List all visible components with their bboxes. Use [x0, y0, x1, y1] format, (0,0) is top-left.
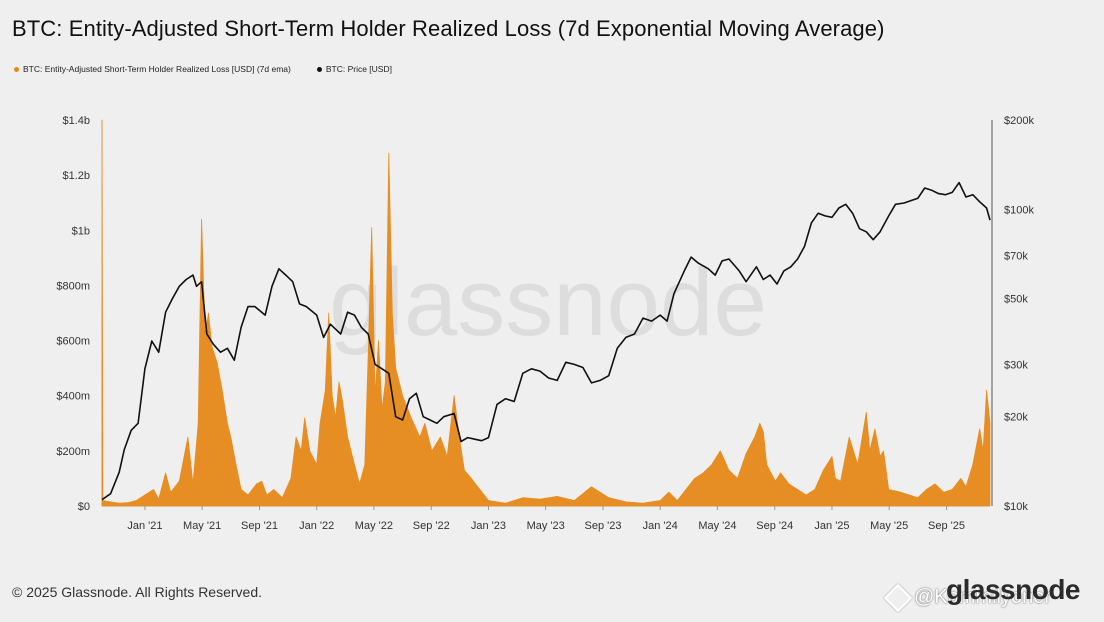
x-tick-label-12: Jan '25 — [814, 520, 849, 532]
y-right-tick-label-4: $70k — [1004, 250, 1028, 262]
legend-label-loss: BTC: Entity-Adjusted Short-Term Holder R… — [23, 64, 291, 74]
brand-logo: glassnode — [946, 574, 1080, 605]
x-tick-label-5: Sep '22 — [413, 520, 450, 532]
chart-title: BTC: Entity-Adjusted Short-Term Holder R… — [12, 16, 885, 41]
y-left-tick-label-5: $1b — [72, 225, 90, 237]
x-tick-label-6: Jan '23 — [471, 520, 506, 532]
y-left-tick-label-7: $1.4b — [62, 115, 90, 127]
y-left-tick-label-6: $1.2b — [62, 170, 90, 182]
legend-label-price: BTC: Price [USD] — [325, 64, 392, 74]
x-tick-label-7: May '23 — [527, 520, 565, 532]
y-left-tick-label-2: $400m — [56, 391, 90, 403]
legend-dot-price — [316, 66, 322, 72]
loss-area-path — [101, 119, 991, 507]
x-tick-label-9: Jan '24 — [643, 520, 678, 532]
legend-item-loss[interactable]: BTC: Entity-Adjusted Short-Term Holder R… — [14, 64, 291, 74]
y-right-tick-label-1: $20k — [1004, 412, 1028, 424]
x-tick-label-14: Sep '25 — [928, 520, 965, 532]
x-tick-label-4: May '22 — [355, 520, 393, 532]
y-left-tick-label-1: $200m — [56, 446, 90, 458]
x-tick-label-13: May '25 — [870, 520, 908, 532]
legend-dot-loss — [14, 66, 19, 72]
x-tick-label-11: Sep '24 — [756, 520, 793, 532]
legend-item-price[interactable]: BTC: Price [USD] — [316, 64, 392, 74]
watermark: glassnode — [329, 249, 767, 356]
series-price-line — [101, 181, 991, 501]
x-tick-label-2: Sep '21 — [241, 520, 278, 532]
x-tick-label-3: Jan '22 — [299, 520, 334, 532]
handle-text: @Kommilyoner — [914, 586, 1052, 608]
x-tick-label-1: May '21 — [183, 520, 221, 532]
y-left-tick-label-4: $800m — [56, 280, 90, 292]
y-right-tick-label-3: $50k — [1004, 294, 1028, 306]
y-right-tick-label-6: $200k — [1004, 115, 1034, 127]
y-right-tick-label-0: $10k — [1004, 501, 1028, 513]
x-tick-label-10: May '24 — [698, 520, 736, 532]
price-line-path — [101, 181, 991, 501]
social-handle: @Kommilyoner — [883, 583, 1052, 612]
y-right-tick-label-2: $30k — [1004, 359, 1028, 371]
series-loss-area — [101, 119, 991, 507]
copyright-text: © 2025 Glassnode. All Rights Reserved. — [12, 584, 263, 600]
y-left-tick-label-3: $600m — [56, 336, 90, 348]
diamond-logo-icon — [883, 583, 913, 612]
chart-legend: BTC: Entity-Adjusted Short-Term Holder R… — [14, 64, 392, 74]
x-tick-label-0: Jan '21 — [127, 520, 162, 532]
y-left-tick-label-0: $0 — [78, 501, 90, 513]
x-tick-label-8: Sep '23 — [585, 520, 622, 532]
y-right-tick-label-5: $100k — [1004, 204, 1034, 216]
